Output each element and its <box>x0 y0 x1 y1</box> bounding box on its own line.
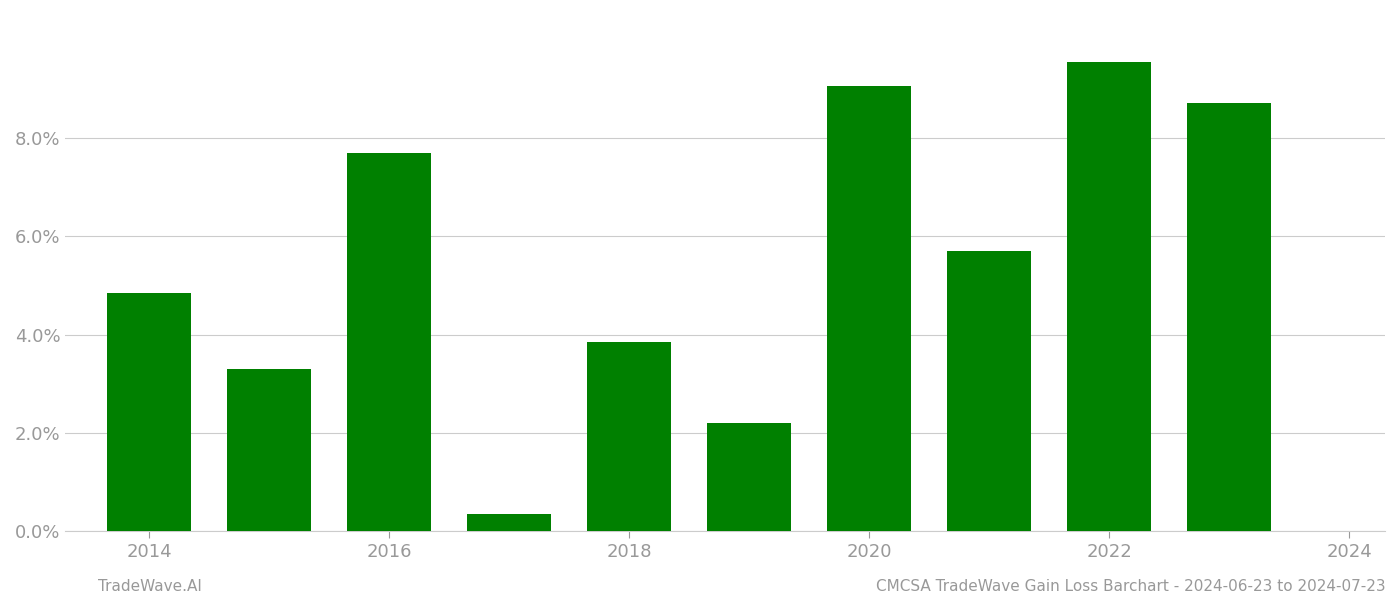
Bar <box>1067 62 1151 531</box>
Bar <box>347 152 431 531</box>
Bar <box>587 342 671 531</box>
Bar <box>108 293 192 531</box>
Bar <box>707 423 791 531</box>
Bar <box>948 251 1032 531</box>
Text: CMCSA TradeWave Gain Loss Barchart - 2024-06-23 to 2024-07-23: CMCSA TradeWave Gain Loss Barchart - 202… <box>876 579 1386 594</box>
Bar <box>827 86 911 531</box>
Bar <box>468 514 552 531</box>
Text: TradeWave.AI: TradeWave.AI <box>98 579 202 594</box>
Bar <box>1187 103 1271 531</box>
Bar <box>227 369 311 531</box>
